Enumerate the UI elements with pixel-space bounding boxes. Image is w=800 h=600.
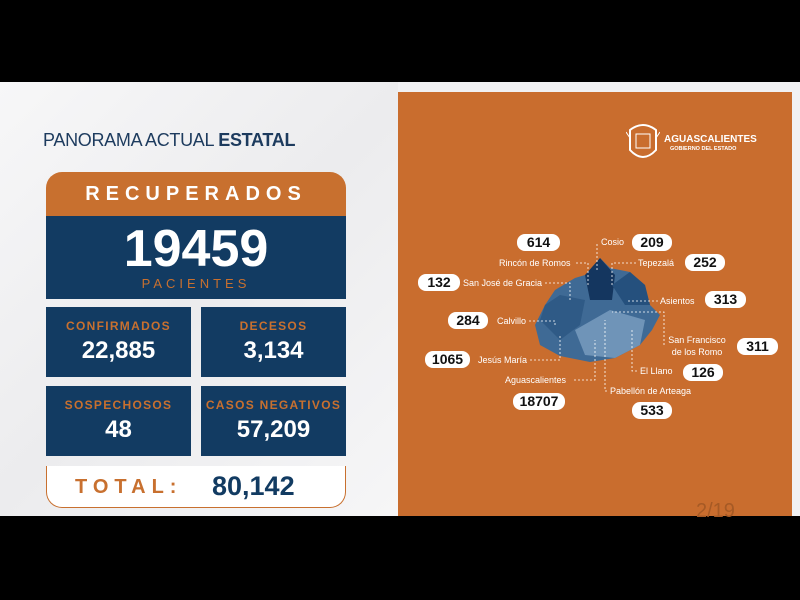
value-badge-asientos: 313 <box>705 291 746 308</box>
coat-of-arms-icon <box>625 124 661 158</box>
stat-value: 22,885 <box>81 337 156 364</box>
value-badge-cosio: 209 <box>632 234 672 251</box>
label-asientos: Asientos <box>660 296 695 306</box>
value-badge-calvillo: 284 <box>448 312 488 329</box>
stat-label: CASOS NEGATIVOS <box>205 398 342 412</box>
stat-decesos: DECESOS 3,134 <box>201 307 346 377</box>
stat-value: 3,134 <box>243 337 304 364</box>
state-overview-panel: PANORAMA ACTUAL ESTATAL RECUPERADOS 1945… <box>0 82 398 516</box>
label-el-llano: El Llano <box>640 366 673 376</box>
recuperados-unit: PACIENTES <box>141 276 251 291</box>
region-asientos <box>612 272 650 305</box>
logo-subtitle: GOBIERNO DEL ESTADO <box>670 146 737 152</box>
value-badge-el-llano: 126 <box>683 364 723 381</box>
title-regular: PANORAMA ACTUAL <box>43 130 214 150</box>
label-cosio: Cosio <box>601 237 625 247</box>
label-aguascalientes: Aguascalientes <box>505 375 567 385</box>
label-rincon-de-romos: Rincón de Romos <box>499 258 571 268</box>
value-badge-pabellon-de-arteaga: 533 <box>632 402 672 419</box>
label-pabellon-de-arteaga: Pabellón de Arteaga <box>610 386 692 396</box>
region-jesus-maria <box>540 295 585 340</box>
slide: PANORAMA ACTUAL ESTATAL RECUPERADOS 1945… <box>0 82 800 522</box>
label-san-jose-de-gracia: San José de Gracia <box>463 278 543 288</box>
stat-sospechosos: SOSPECHOSOS 48 <box>46 386 191 456</box>
region-rincon <box>585 258 615 300</box>
label-calvillo: Calvillo <box>497 316 527 326</box>
government-logo: AGUASCALIENTES GOBIERNO DEL ESTADO <box>625 122 757 167</box>
page-title: PANORAMA ACTUAL ESTATAL <box>43 130 295 151</box>
value-badge-tepezala: 252 <box>685 254 725 271</box>
stat-label: DECESOS <box>239 319 308 333</box>
value-badge-san-jose-de-gracia: 132 <box>418 274 460 291</box>
stat-label: SOSPECHOSOS <box>64 398 173 412</box>
total-value: 80,142 <box>212 471 295 501</box>
stat-casos-negativos: CASOS NEGATIVOS 57,209 <box>201 386 346 456</box>
total-label: TOTAL: <box>75 476 183 498</box>
recuperados-card: 19459 PACIENTES <box>46 216 346 299</box>
stat-confirmados: CONFIRMADOS 22,885 <box>46 307 191 377</box>
municipality-map-panel: AGUASCALIENTES GOBIERNO DEL ESTADO 614 R… <box>398 92 792 522</box>
value-badge-rincon-de-romos: 614 <box>517 234 560 251</box>
total-box: TOTAL: 80,142 <box>46 466 346 508</box>
region-aguascalientes <box>575 310 645 358</box>
label-tepezala: Tepezalá <box>638 258 675 268</box>
stat-value: 57,209 <box>236 416 311 443</box>
label-jesus-maria: Jesús María <box>478 355 528 365</box>
value-badge-jesus-maria: 1065 <box>425 351 470 368</box>
value-badge-san-francisco-de-los-romo: 311 <box>737 338 778 355</box>
logo-name: AGUASCALIENTES <box>664 134 757 145</box>
recuperados-header: RECUPERADOS <box>46 172 346 216</box>
recuperados-value: 19459 <box>123 220 269 278</box>
label-san-francisco-de-los-romo: San Francisco de los Romo <box>668 335 726 357</box>
page-indicator: 2/19 <box>696 500 735 522</box>
aguascalientes-map <box>529 244 665 392</box>
value-badge-aguascalientes: 18707 <box>513 393 565 410</box>
title-bold: ESTATAL <box>218 130 296 150</box>
stat-label: CONFIRMADOS <box>66 319 171 333</box>
stat-value: 48 <box>105 416 132 443</box>
